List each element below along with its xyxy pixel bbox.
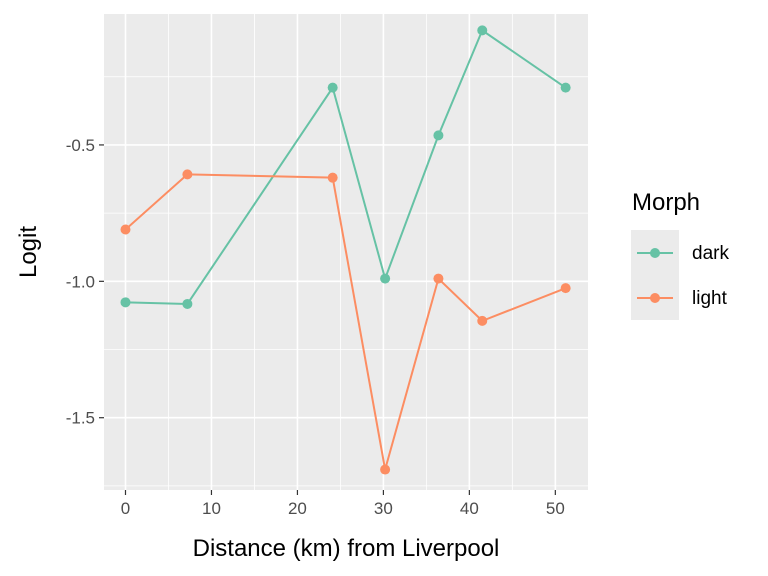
y-tick-label: -0.5 — [66, 136, 95, 155]
y-tick-label: -1.5 — [66, 409, 95, 428]
data-point-light — [560, 283, 571, 294]
x-tick-label: 10 — [202, 499, 221, 518]
data-point-light — [433, 273, 444, 284]
y-axis: -1.5 -1.0 -0.5 — [66, 136, 104, 428]
x-tick-label: 40 — [460, 499, 479, 518]
x-tick-label: 0 — [121, 499, 130, 518]
legend-keys — [637, 248, 673, 303]
data-point-dark — [380, 273, 391, 284]
x-tick-label: 20 — [288, 499, 307, 518]
data-point-dark — [560, 82, 571, 93]
x-tick-label: 30 — [374, 499, 393, 518]
legend: Morph dark light — [631, 189, 729, 320]
data-point-dark — [182, 298, 193, 309]
data-point-light — [120, 224, 131, 235]
x-tick-label: 50 — [546, 499, 565, 518]
y-axis-title: Logit — [15, 226, 42, 278]
series-layer — [120, 25, 571, 475]
x-axis-title: Distance (km) from Liverpool — [193, 535, 500, 562]
data-point-light — [477, 315, 488, 326]
data-point-dark — [433, 130, 444, 141]
data-point-light — [380, 464, 391, 475]
data-point-dark — [327, 82, 338, 93]
y-tick-label: -1.0 — [66, 272, 95, 291]
major-gridlines — [104, 14, 588, 490]
data-point-light — [182, 169, 193, 180]
data-point-dark — [120, 297, 131, 308]
x-axis: 0 10 20 30 40 50 — [121, 490, 565, 518]
data-point-dark — [477, 25, 488, 36]
legend-label-light: light — [692, 288, 728, 309]
legend-label-dark: dark — [692, 243, 729, 264]
legend-key-point — [650, 293, 660, 303]
minor-gridlines — [104, 14, 588, 490]
legend-key-background — [631, 230, 679, 320]
legend-key-light — [637, 293, 673, 303]
legend-key-point — [650, 248, 660, 258]
legend-title: Morph — [632, 189, 700, 216]
legend-key-dark — [637, 248, 673, 258]
data-point-light — [327, 172, 338, 183]
